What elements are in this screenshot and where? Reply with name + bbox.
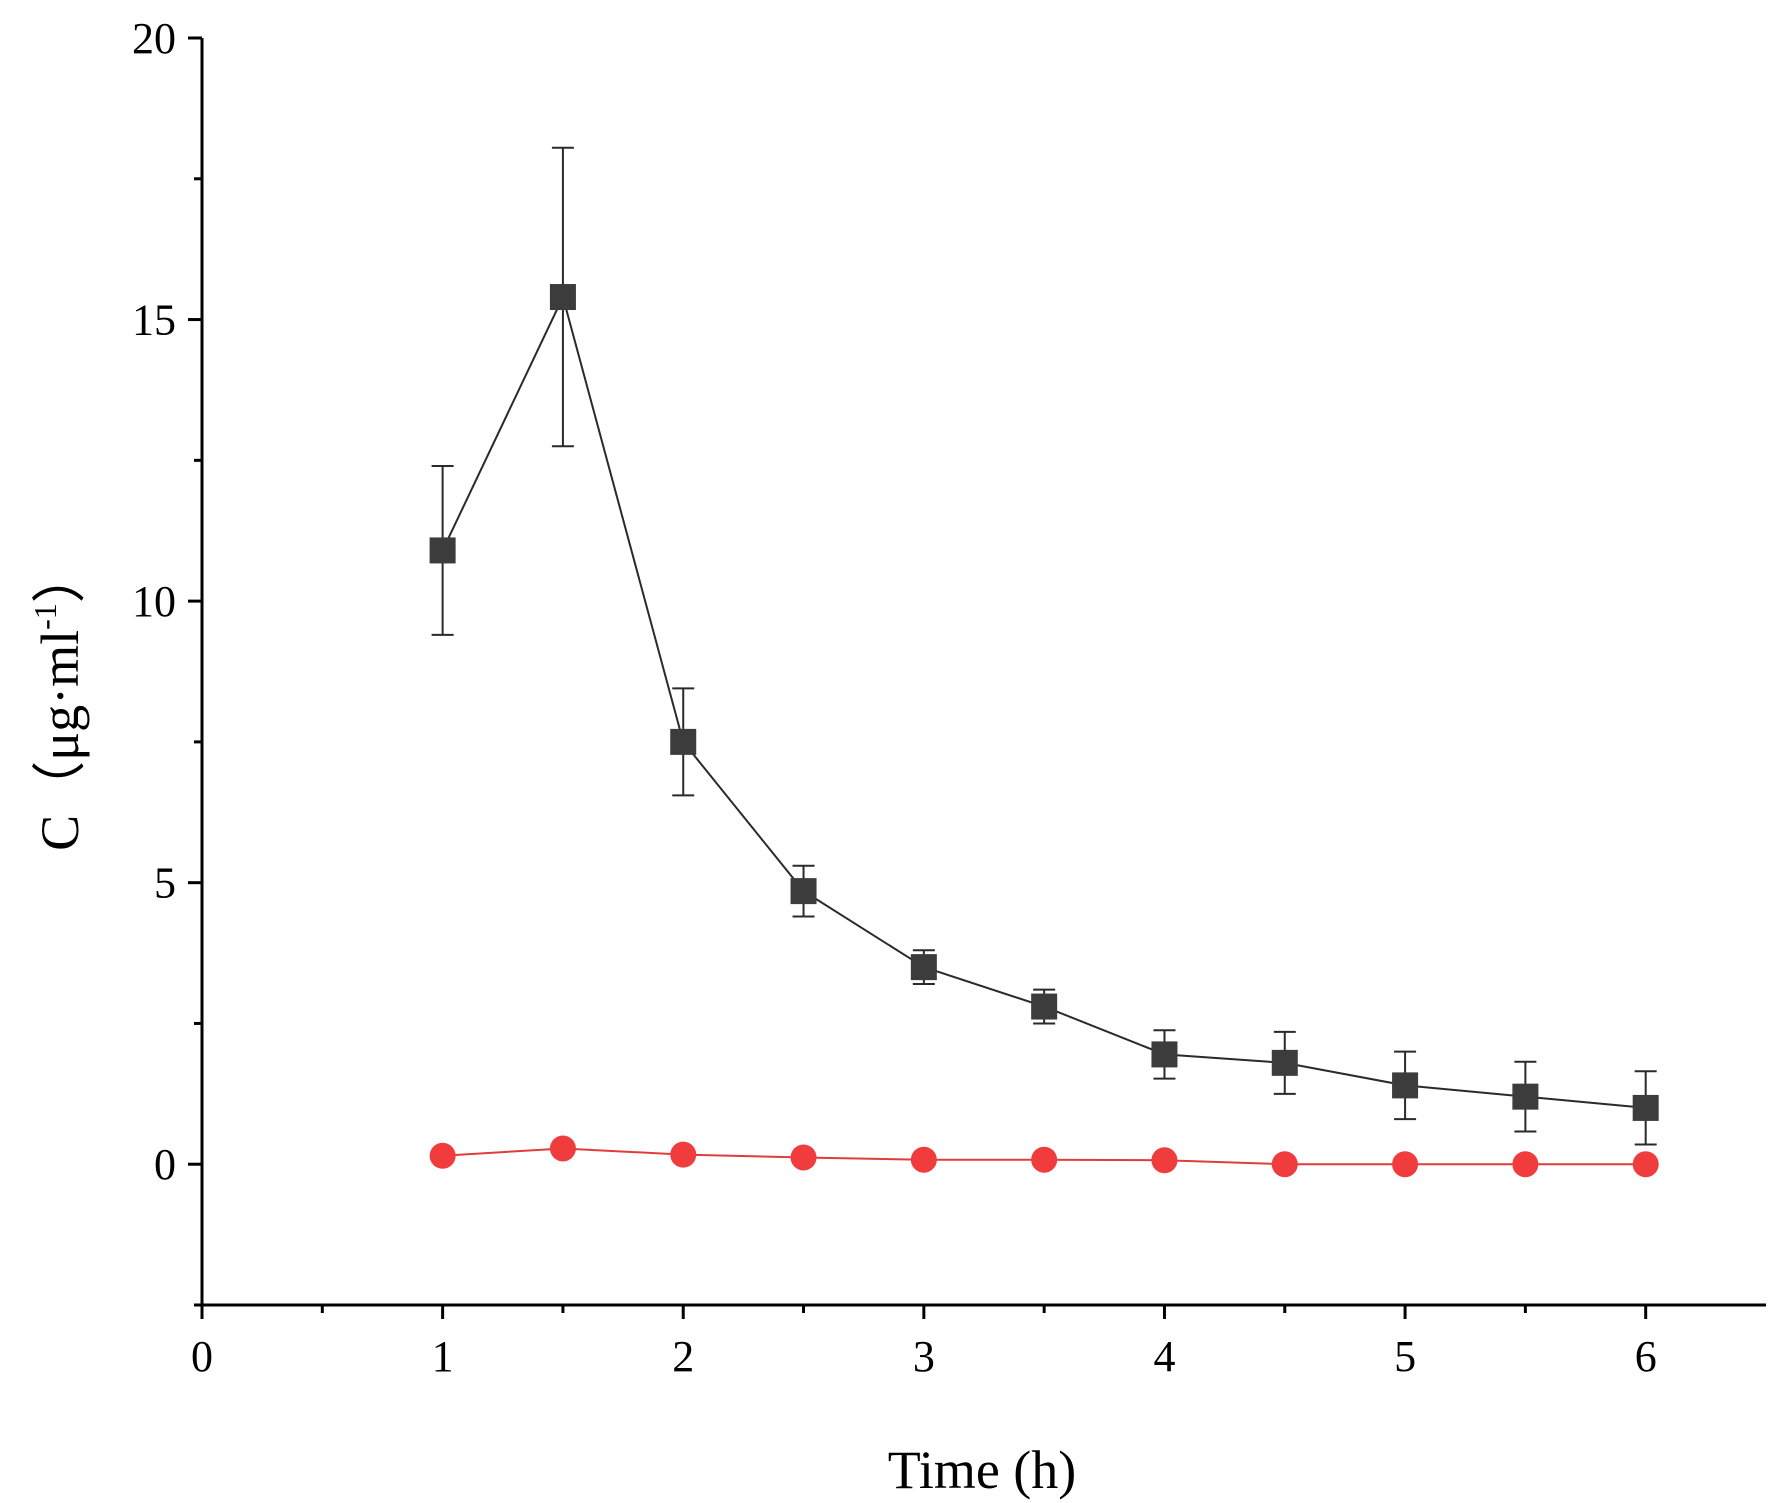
- data-point: [1271, 1049, 1298, 1076]
- axes: [200, 38, 1766, 1307]
- data-point: [1632, 1094, 1659, 1121]
- ticks: 0 1 2 3 4 5 6 0 5 10 15 20: [132, 14, 1657, 1381]
- data-point: [549, 284, 576, 311]
- series-layer: [429, 146, 1659, 1178]
- y-axis-title-close: ）: [30, 549, 90, 603]
- x-tick-label: 5: [1394, 1332, 1416, 1381]
- data-point: [910, 954, 937, 981]
- data-point: [1392, 1072, 1419, 1099]
- y-tick-label: 20: [132, 14, 176, 63]
- x-axis-title: Time (h): [888, 1440, 1077, 1500]
- y-tick-label: 15: [132, 296, 176, 345]
- y-axis-title-sup: -1: [27, 603, 63, 630]
- data-point: [790, 1144, 817, 1171]
- data-point: [1031, 1146, 1058, 1173]
- data-point: [429, 1142, 456, 1169]
- data-point: [790, 878, 817, 905]
- x-tick-label: 4: [1153, 1332, 1175, 1381]
- data-point: [1512, 1151, 1539, 1178]
- series-2: [429, 1135, 1659, 1178]
- y-axis-title-base: C（μg·ml: [30, 630, 90, 851]
- x-tick-label: 6: [1635, 1332, 1657, 1381]
- data-point: [429, 537, 456, 564]
- x-tick-label: 0: [191, 1332, 213, 1381]
- data-point: [1151, 1041, 1178, 1068]
- x-tick-label: 2: [672, 1332, 694, 1381]
- data-point: [1031, 993, 1058, 1020]
- data-point: [670, 728, 697, 755]
- y-tick-label: 0: [154, 1140, 176, 1189]
- data-point: [1271, 1151, 1298, 1178]
- data-point: [1151, 1147, 1178, 1174]
- data-point: [549, 1135, 576, 1162]
- y-tick-label: 10: [132, 577, 176, 626]
- data-point: [1512, 1083, 1539, 1110]
- series-1: [429, 146, 1659, 1146]
- y-tick-label: 5: [154, 859, 176, 908]
- y-axis-title: C（μg·ml-1）: [27, 549, 90, 851]
- data-point: [1632, 1151, 1659, 1178]
- data-point: [670, 1141, 697, 1168]
- x-tick-label: 3: [913, 1332, 935, 1381]
- x-tick-label: 1: [432, 1332, 454, 1381]
- data-point: [910, 1146, 937, 1173]
- data-point: [1392, 1151, 1419, 1178]
